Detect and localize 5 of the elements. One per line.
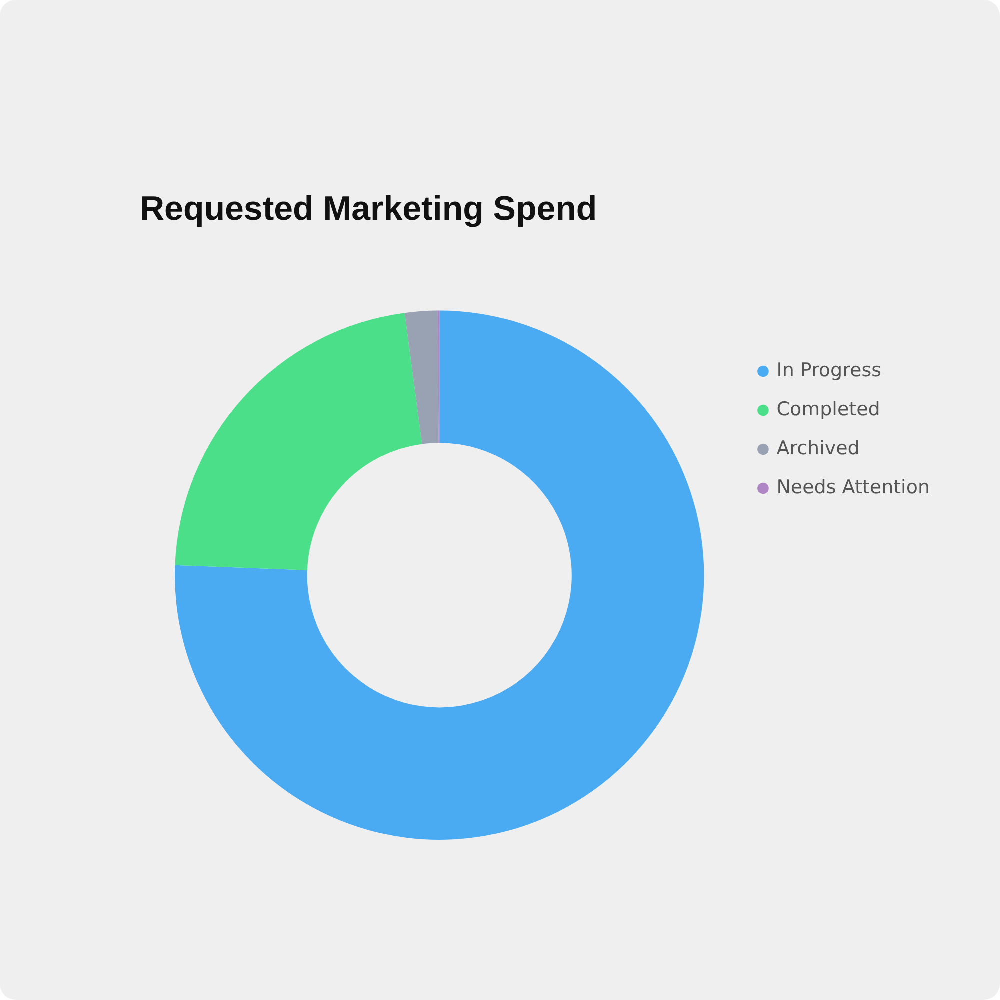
legend-label: Archived — [776, 437, 860, 460]
legend-label: Completed — [776, 398, 880, 420]
legend-label: In Progress — [776, 359, 882, 382]
chart-title: Requested Marketing Spend — [140, 190, 598, 228]
legend-label: Needs Attention — [776, 476, 930, 498]
